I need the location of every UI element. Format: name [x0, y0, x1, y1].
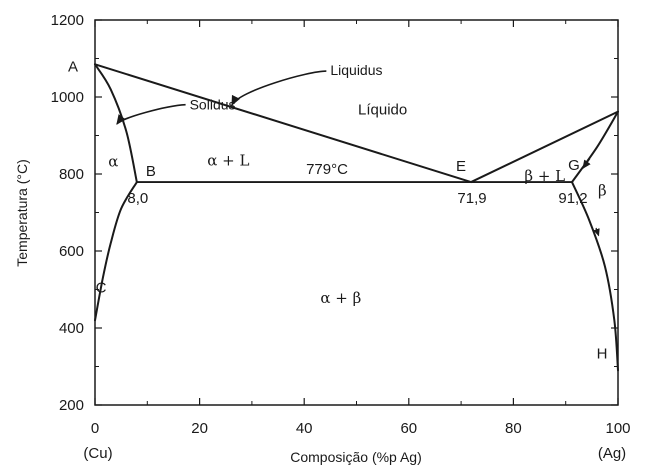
y-tick-label: 800 [59, 166, 84, 183]
y-tick-label: 200 [59, 397, 84, 414]
x-tick-label: 20 [191, 420, 208, 437]
point-label-e: E [456, 158, 466, 175]
y-tick-label: 400 [59, 320, 84, 337]
point-label-b: B [146, 163, 156, 180]
solidus-arrow [116, 103, 186, 125]
point-label-h: H [597, 345, 608, 362]
y-axis-title: Temperatura (°C) [14, 159, 30, 267]
region-label: β [598, 182, 607, 200]
point-label-g: G [568, 157, 580, 174]
x-end-label-left: (Cu) [83, 445, 112, 462]
liquidus-annotation: Liquidus [330, 62, 382, 78]
point-label-a: A [68, 58, 78, 75]
composition-labels: 8,0 71,9 91,2 [127, 190, 587, 207]
x-end-label-right: (Ag) [598, 445, 626, 462]
x-axis-title: Composição (%p Ag) [290, 449, 422, 465]
tick-labels: 0 20 40 60 80 100 200 400 600 800 1000 1200 [51, 12, 631, 437]
y-tick-label: 1000 [51, 89, 84, 106]
region-label: β + L [524, 167, 565, 185]
y-tick-label: 600 [59, 243, 84, 260]
solvus-alpha-curve [94, 181, 138, 322]
solidus-beta-arrow [582, 158, 591, 170]
y-tick-label: 1200 [51, 12, 84, 29]
point-label-c: C [96, 279, 107, 296]
x-tick-label: 40 [296, 420, 313, 437]
liquidus-line [94, 63, 619, 184]
region-label: α [108, 152, 118, 170]
x-tick-label: 0 [91, 420, 99, 437]
x-tick-label: 100 [605, 420, 630, 437]
x-tick-label: 80 [505, 420, 522, 437]
composition-label: 8,0 [127, 190, 148, 207]
region-label: α + L [207, 152, 249, 170]
region-label: α + β [320, 289, 361, 307]
solvus-beta-arrow [593, 227, 600, 237]
curve-annotations: Liquidus Solidus [116, 62, 600, 237]
liquidus-arrow [231, 70, 327, 106]
axis-ticks [94, 19, 619, 406]
region-labels: Líquido α α + L β + L β α + β [108, 101, 606, 307]
eutectic-temperature-label: 779°C [306, 161, 348, 178]
solidus-beta-curve [570, 110, 619, 184]
solvus-beta-curve [570, 181, 619, 372]
point-labels: A B C E G H [68, 58, 607, 362]
solidus-alpha-curve [94, 63, 138, 184]
solidus-annotation: Solidus [190, 97, 236, 113]
x-tick-label: 60 [400, 420, 417, 437]
composition-label: 71,9 [457, 190, 486, 207]
composition-label: 91,2 [558, 190, 587, 207]
phase-boundaries [94, 63, 619, 372]
region-label: Líquido [358, 101, 407, 118]
